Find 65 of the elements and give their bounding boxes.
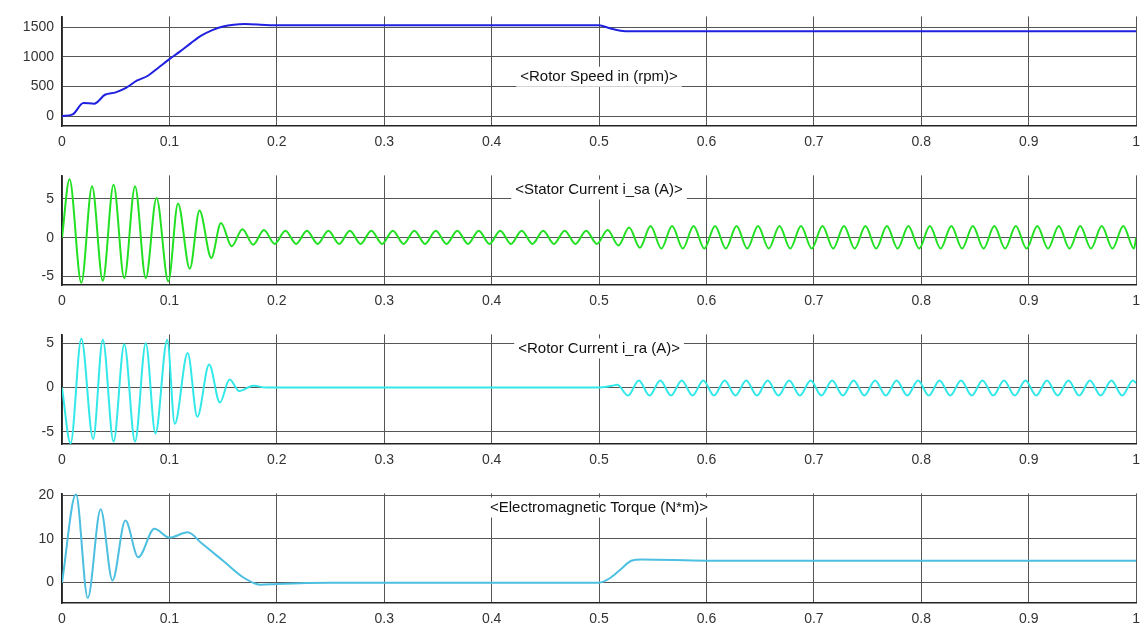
x-tick-label: 0.2 bbox=[267, 610, 287, 627]
x-tick-label: 0.4 bbox=[481, 292, 502, 309]
x-tick-label: 0.3 bbox=[374, 292, 395, 309]
chart-title: <Rotor Current i_ra (A)> bbox=[518, 338, 681, 356]
y-tick-label: -5 bbox=[41, 422, 55, 439]
y-tick-label: 0 bbox=[46, 228, 55, 245]
x-tick-label: 0.9 bbox=[1018, 610, 1039, 627]
x-tick-label: 0.1 bbox=[159, 451, 180, 468]
x-tick-label: 0.8 bbox=[911, 451, 932, 468]
y-tick-label: 500 bbox=[30, 77, 55, 94]
x-tick-label: 0 bbox=[58, 133, 67, 150]
x-tick-label: 0.5 bbox=[589, 292, 609, 309]
x-tick-label: 0.7 bbox=[804, 292, 824, 309]
x-tick-label: 0.3 bbox=[374, 133, 395, 150]
x-tick-label: 0.4 bbox=[481, 610, 502, 627]
x-tick-label: 0.1 bbox=[159, 292, 180, 309]
y-tick-label: 20 bbox=[38, 486, 55, 503]
x-tick-label: 0.5 bbox=[589, 451, 609, 468]
x-tick-label: 1 bbox=[1132, 133, 1141, 150]
x-tick-label: 0.9 bbox=[1018, 451, 1039, 468]
x-tick-label: 0.3 bbox=[374, 451, 395, 468]
x-tick-label: 0.1 bbox=[159, 610, 180, 627]
x-tick-label: 0.8 bbox=[911, 610, 932, 627]
x-tick-label: 1 bbox=[1132, 292, 1141, 309]
x-tick-label: 0.2 bbox=[267, 292, 287, 309]
y-tick-label: 5 bbox=[46, 334, 55, 351]
text: <Rotor Speed in (rpm)> bbox=[520, 66, 679, 84]
x-tick-label: 0.1 bbox=[159, 133, 180, 150]
y-tick-label: 0 bbox=[46, 106, 55, 123]
y-tick-label: 5 bbox=[46, 189, 55, 206]
chart-title: <Electromagnetic Torque (N*m)> bbox=[489, 497, 709, 515]
x-tick-label: 0.6 bbox=[696, 133, 717, 150]
y-tick-label: -5 bbox=[41, 267, 55, 284]
x-tick-label: 0.4 bbox=[481, 133, 502, 150]
x-tick-label: 0.7 bbox=[804, 451, 824, 468]
x-tick-label: 1 bbox=[1132, 610, 1141, 627]
x-tick-label: 0.2 bbox=[267, 451, 287, 468]
y-tick-label: 0 bbox=[46, 378, 55, 395]
x-tick-label: 0.6 bbox=[696, 451, 717, 468]
y-tick-label: 0 bbox=[46, 573, 55, 590]
x-tick-label: 0.9 bbox=[1018, 133, 1039, 150]
y-tick-label: 1500 bbox=[22, 17, 55, 34]
x-tick-label: 0.6 bbox=[696, 292, 717, 309]
y-tick-label: 10 bbox=[38, 529, 55, 546]
x-tick-label: 0.6 bbox=[696, 610, 717, 627]
line-series bbox=[62, 337, 1137, 445]
x-tick-label: 0.4 bbox=[481, 451, 502, 468]
line-series bbox=[62, 493, 1137, 599]
x-tick-label: 0.8 bbox=[911, 133, 932, 150]
x-tick-label: 0.7 bbox=[804, 133, 824, 150]
x-tick-label: 0.9 bbox=[1018, 292, 1039, 309]
x-tick-label: 0.5 bbox=[589, 133, 609, 150]
x-tick-label: 0 bbox=[58, 610, 67, 627]
x-tick-label: 0.2 bbox=[267, 133, 287, 150]
x-tick-label: 1 bbox=[1132, 451, 1141, 468]
x-tick-label: 0.8 bbox=[911, 292, 932, 309]
chart-title: <Stator Current i_sa (A)> bbox=[515, 179, 684, 197]
y-tick-label: 1000 bbox=[22, 47, 55, 64]
x-tick-label: 0 bbox=[58, 451, 67, 468]
x-tick-label: 0.5 bbox=[589, 610, 609, 627]
x-tick-label: 0 bbox=[58, 292, 67, 309]
x-tick-label: 0.3 bbox=[374, 610, 395, 627]
x-tick-label: 0.7 bbox=[804, 610, 824, 627]
line-series bbox=[62, 178, 1137, 284]
line-series bbox=[62, 23, 1137, 118]
